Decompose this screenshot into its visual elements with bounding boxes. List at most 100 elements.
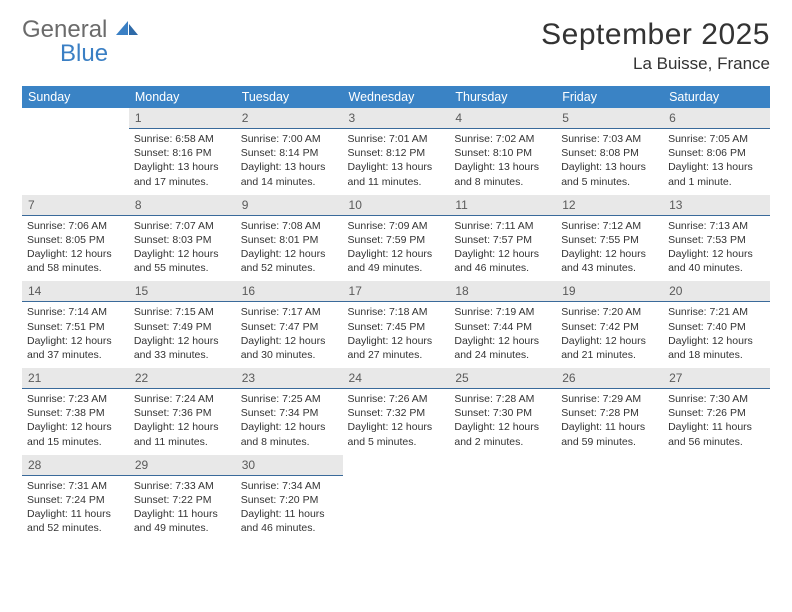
- day-day2: and 30 minutes.: [241, 348, 338, 362]
- day-day1: Daylight: 12 hours: [668, 334, 765, 348]
- day-day2: and 46 minutes.: [454, 261, 551, 275]
- day-day1: Daylight: 12 hours: [134, 420, 231, 434]
- day-sunrise: Sunrise: 7:12 AM: [561, 219, 658, 233]
- day-sunrise: Sunrise: 7:06 AM: [27, 219, 124, 233]
- weekday-header: Wednesday: [343, 86, 450, 108]
- day-sunset: Sunset: 7:24 PM: [27, 493, 124, 507]
- day-number: 5: [556, 108, 663, 129]
- day-cell: Sunrise: 7:14 AMSunset: 7:51 PMDaylight:…: [22, 302, 129, 368]
- day-number: 17: [343, 281, 450, 302]
- day-sunrise: Sunrise: 7:26 AM: [348, 392, 445, 406]
- daynum-row: 14151617181920: [22, 281, 770, 302]
- day-day2: and 15 minutes.: [27, 435, 124, 449]
- day-number: 29: [129, 455, 236, 476]
- weekday-header: Sunday: [22, 86, 129, 108]
- day-day1: Daylight: 12 hours: [241, 334, 338, 348]
- day-day1: Daylight: 12 hours: [27, 247, 124, 261]
- day-sunset: Sunset: 7:53 PM: [668, 233, 765, 247]
- day-sunrise: Sunrise: 7:17 AM: [241, 305, 338, 319]
- logo-sail-icon: [116, 16, 138, 43]
- day-day2: and 5 minutes.: [561, 175, 658, 189]
- header: General Blue September 2025 La Buisse, F…: [22, 18, 770, 74]
- day-day2: and 49 minutes.: [348, 261, 445, 275]
- day-number: [343, 455, 450, 476]
- day-cell: [22, 129, 129, 195]
- day-sunrise: Sunrise: 7:19 AM: [454, 305, 551, 319]
- day-cell: Sunrise: 7:33 AMSunset: 7:22 PMDaylight:…: [129, 475, 236, 541]
- day-number: [556, 455, 663, 476]
- day-day2: and 17 minutes.: [134, 175, 231, 189]
- day-number: 21: [22, 368, 129, 389]
- content-row: Sunrise: 7:23 AMSunset: 7:38 PMDaylight:…: [22, 389, 770, 455]
- calendar-body: 123456Sunrise: 6:58 AMSunset: 8:16 PMDay…: [22, 108, 770, 541]
- day-sunset: Sunset: 7:22 PM: [134, 493, 231, 507]
- day-day2: and 11 minutes.: [134, 435, 231, 449]
- day-day2: and 46 minutes.: [241, 521, 338, 535]
- day-sunset: Sunset: 7:45 PM: [348, 320, 445, 334]
- day-day1: Daylight: 12 hours: [454, 247, 551, 261]
- content-row: Sunrise: 7:31 AMSunset: 7:24 PMDaylight:…: [22, 475, 770, 541]
- day-number: [663, 455, 770, 476]
- day-number: 1: [129, 108, 236, 129]
- day-cell: Sunrise: 7:34 AMSunset: 7:20 PMDaylight:…: [236, 475, 343, 541]
- day-day2: and 21 minutes.: [561, 348, 658, 362]
- day-sunset: Sunset: 8:03 PM: [134, 233, 231, 247]
- day-number: 23: [236, 368, 343, 389]
- day-sunset: Sunset: 7:44 PM: [454, 320, 551, 334]
- day-number: 3: [343, 108, 450, 129]
- day-day2: and 43 minutes.: [561, 261, 658, 275]
- day-day1: Daylight: 12 hours: [454, 334, 551, 348]
- day-sunset: Sunset: 8:06 PM: [668, 146, 765, 160]
- day-day1: Daylight: 12 hours: [668, 247, 765, 261]
- day-day1: Daylight: 13 hours: [561, 160, 658, 174]
- day-sunset: Sunset: 7:32 PM: [348, 406, 445, 420]
- day-cell: Sunrise: 7:17 AMSunset: 7:47 PMDaylight:…: [236, 302, 343, 368]
- day-day1: Daylight: 12 hours: [561, 247, 658, 261]
- day-day1: Daylight: 11 hours: [134, 507, 231, 521]
- day-day2: and 8 minutes.: [454, 175, 551, 189]
- day-number: 15: [129, 281, 236, 302]
- daynum-row: 123456: [22, 108, 770, 129]
- day-day2: and 52 minutes.: [27, 521, 124, 535]
- day-day2: and 37 minutes.: [27, 348, 124, 362]
- day-sunset: Sunset: 7:36 PM: [134, 406, 231, 420]
- day-sunrise: Sunrise: 7:21 AM: [668, 305, 765, 319]
- day-sunrise: Sunrise: 7:34 AM: [241, 479, 338, 493]
- content-row: Sunrise: 7:14 AMSunset: 7:51 PMDaylight:…: [22, 302, 770, 368]
- day-sunrise: Sunrise: 7:30 AM: [668, 392, 765, 406]
- day-day1: Daylight: 12 hours: [348, 247, 445, 261]
- day-day2: and 1 minute.: [668, 175, 765, 189]
- day-number: 7: [22, 195, 129, 216]
- day-cell: Sunrise: 7:09 AMSunset: 7:59 PMDaylight:…: [343, 215, 450, 281]
- day-day1: Daylight: 12 hours: [27, 420, 124, 434]
- day-cell: [449, 475, 556, 541]
- day-day2: and 27 minutes.: [348, 348, 445, 362]
- day-sunset: Sunset: 7:26 PM: [668, 406, 765, 420]
- logo-part1: General: [22, 16, 107, 43]
- day-day1: Daylight: 11 hours: [561, 420, 658, 434]
- day-cell: [343, 475, 450, 541]
- day-day2: and 58 minutes.: [27, 261, 124, 275]
- day-cell: Sunrise: 7:20 AMSunset: 7:42 PMDaylight:…: [556, 302, 663, 368]
- day-sunset: Sunset: 8:16 PM: [134, 146, 231, 160]
- weekday-header: Thursday: [449, 86, 556, 108]
- day-sunrise: Sunrise: 7:13 AM: [668, 219, 765, 233]
- day-day2: and 52 minutes.: [241, 261, 338, 275]
- day-number: 9: [236, 195, 343, 216]
- day-sunrise: Sunrise: 7:08 AM: [241, 219, 338, 233]
- day-number: 11: [449, 195, 556, 216]
- day-cell: Sunrise: 7:25 AMSunset: 7:34 PMDaylight:…: [236, 389, 343, 455]
- calendar-head: SundayMondayTuesdayWednesdayThursdayFrid…: [22, 86, 770, 108]
- day-sunrise: Sunrise: 7:02 AM: [454, 132, 551, 146]
- day-sunset: Sunset: 7:38 PM: [27, 406, 124, 420]
- day-sunrise: Sunrise: 7:05 AM: [668, 132, 765, 146]
- day-cell: Sunrise: 7:13 AMSunset: 7:53 PMDaylight:…: [663, 215, 770, 281]
- day-day1: Daylight: 11 hours: [668, 420, 765, 434]
- day-sunset: Sunset: 8:14 PM: [241, 146, 338, 160]
- day-day2: and 18 minutes.: [668, 348, 765, 362]
- daynum-row: 78910111213: [22, 195, 770, 216]
- day-number: 10: [343, 195, 450, 216]
- day-day2: and 49 minutes.: [134, 521, 231, 535]
- day-number: 19: [556, 281, 663, 302]
- day-sunset: Sunset: 7:51 PM: [27, 320, 124, 334]
